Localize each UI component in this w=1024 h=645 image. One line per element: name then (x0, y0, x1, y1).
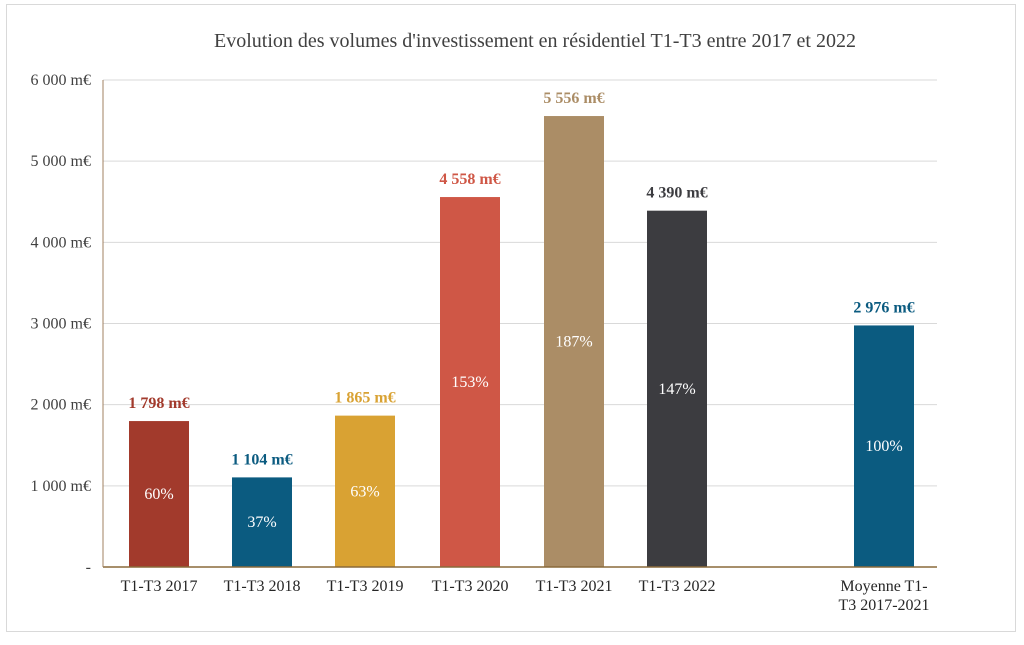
bar-percent-label: 60% (144, 486, 173, 503)
x-category-label-line: T1-T3 2020 (432, 578, 509, 595)
bar-value-label: 1 798 m€ (128, 395, 189, 412)
y-tick-label: 6 000 m€ (31, 72, 91, 89)
x-category-label-line: Moyenne T1- (840, 578, 927, 595)
x-category-label-line: T1-T3 2018 (224, 578, 301, 595)
bar-value-label: 4 558 m€ (439, 171, 500, 188)
y-tick-label: 4 000 m€ (31, 234, 91, 251)
x-category-label: Moyenne T1- T3 2017-2021 (838, 578, 929, 614)
x-category-label-line: T3 2017-2021 (838, 597, 929, 614)
x-category-label: T1-T3 2018 (224, 578, 301, 595)
bar (647, 210, 707, 567)
bar-percent-label: 100% (865, 438, 902, 455)
bar-value-label: 5 556 m€ (543, 90, 604, 107)
y-tick-label: 2 000 m€ (31, 397, 91, 414)
y-tick-label: 1 000 m€ (31, 478, 91, 495)
bar-percent-label: 37% (247, 514, 276, 531)
bar (335, 415, 395, 567)
bar-percent-label: 153% (451, 374, 488, 391)
bar-value-label: 1 865 m€ (334, 390, 395, 407)
bar (129, 421, 189, 567)
x-category-label: T1-T3 2021 (536, 578, 613, 595)
chart-frame: Evolution des volumes d'investissement e… (6, 4, 1016, 632)
bar-value-label: 2 976 m€ (853, 299, 914, 316)
y-tick-label: - (86, 559, 91, 576)
y-tick-label: 5 000 m€ (31, 153, 91, 170)
x-category-label: T1-T3 2020 (432, 578, 509, 595)
bar-value-label: 4 390 m€ (646, 185, 707, 202)
bar-percent-label: 63% (350, 483, 379, 500)
x-category-label-line: T1-T3 2021 (536, 578, 613, 595)
bar (854, 325, 914, 567)
bar-percent-label: 147% (658, 381, 695, 398)
bar (440, 197, 500, 567)
bar (544, 116, 604, 568)
bar-value-label: 1 104 m€ (231, 451, 292, 468)
bar (232, 477, 292, 567)
bar-chart: Evolution des volumes d'investissement e… (31, 30, 937, 614)
y-tick-label: 3 000 m€ (31, 316, 91, 333)
x-category-label-line: T1-T3 2017 (121, 578, 198, 595)
x-category-label: T1-T3 2017 (121, 578, 198, 595)
x-category-label: T1-T3 2022 (639, 578, 716, 595)
x-category-label-line: T1-T3 2019 (327, 578, 404, 595)
x-category-label-line: T1-T3 2022 (639, 578, 716, 595)
bar-percent-label: 187% (555, 334, 592, 351)
chart-title: Evolution des volumes d'investissement e… (214, 30, 856, 52)
x-category-label: T1-T3 2019 (327, 578, 404, 595)
